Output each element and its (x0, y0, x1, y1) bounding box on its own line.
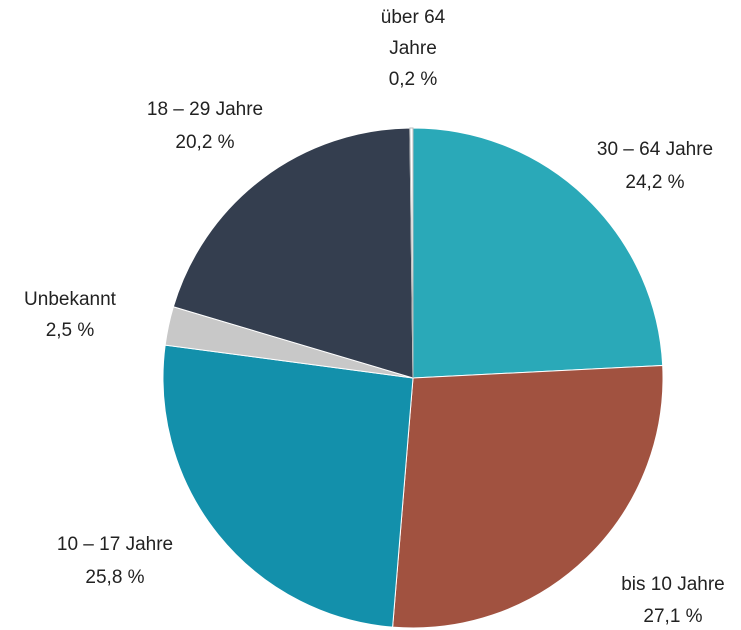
slice-value-label: 20,2 % (175, 132, 235, 153)
slice-label: 30 – 64 Jahre (596, 139, 714, 160)
slice-value-label: 0,2 % (388, 69, 438, 90)
slice-label: 10 – 17 Jahre (56, 534, 174, 555)
slice-value-label: 2,5 % (45, 320, 95, 341)
slice-value-label: 27,1 % (643, 606, 703, 627)
slice-label: bis 10 Jahre (621, 574, 725, 595)
pie-slice (172, 127, 414, 379)
slice-value-label: 25,8 % (85, 567, 145, 588)
slice-value-label: 24,2 % (625, 172, 685, 193)
slice-label: 18 – 29 Jahre (146, 99, 264, 120)
pie-slice (409, 127, 414, 379)
pie-slice (162, 344, 414, 628)
pie-slice (412, 127, 664, 379)
slice-label: über 64 Jahre (380, 7, 446, 59)
slice-label: Unbekannt (24, 289, 116, 310)
pie-slice (392, 364, 664, 629)
